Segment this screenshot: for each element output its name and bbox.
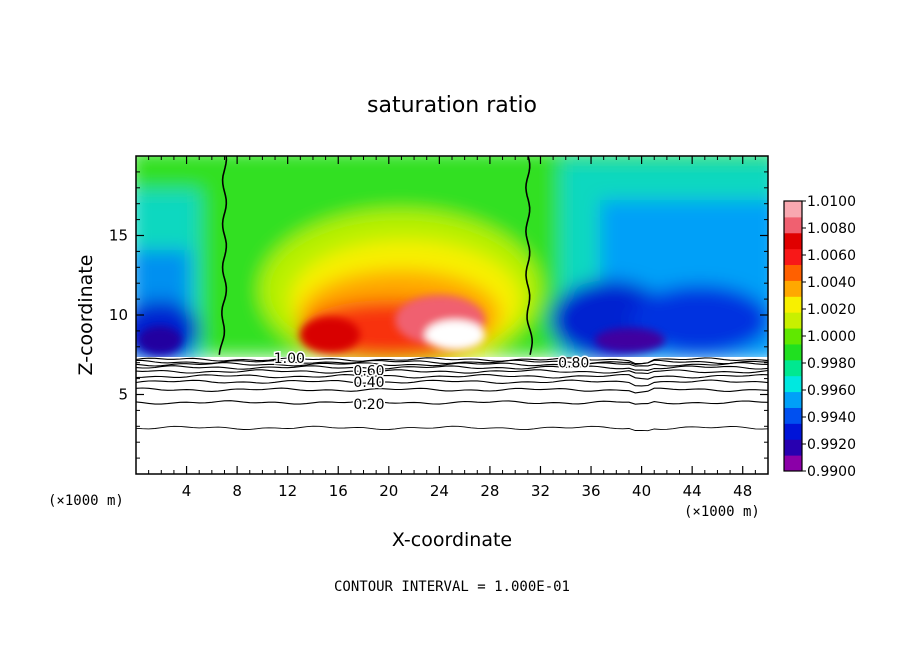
x-unit-left: (×1000 m) [48, 493, 124, 509]
x-tick-label: 20 [379, 482, 398, 500]
x-tick-label: 4 [182, 482, 192, 500]
x-tick-label: 32 [531, 482, 550, 500]
colorbar-label: 0.9920 [807, 437, 856, 453]
colorbar-swatch [784, 375, 802, 393]
saturation-field [136, 156, 768, 474]
contour-line [136, 373, 768, 380]
y-tick-label: 5 [118, 386, 128, 404]
x-tick-label: 36 [581, 482, 600, 500]
contour-line [136, 369, 768, 375]
colorbar-swatch [784, 280, 802, 297]
y-axis: 5 10 15 [109, 171, 768, 459]
colorbar-label: 1.0080 [807, 221, 856, 237]
x-tick-label: 12 [278, 482, 297, 500]
contour-label: 0.80 [558, 356, 589, 372]
colorbar-label: 1.0100 [807, 194, 856, 210]
colorbar-label: 1.0020 [807, 302, 856, 318]
y-axis-label: Z-coordinate [75, 255, 97, 376]
colorbar-label: 1.0000 [807, 329, 856, 345]
contour-line [136, 387, 768, 394]
x-axis-label: X-coordinate [392, 529, 512, 551]
contour-line [136, 400, 768, 405]
colorbar-label: 1.0040 [807, 275, 856, 291]
contour-labels: 1.00 0.80 0.600.40 0.20 [272, 349, 591, 414]
colorbar-label: 0.9960 [807, 383, 856, 399]
colorbar-swatch [784, 391, 802, 408]
contour-line [136, 365, 768, 371]
contour-label: 1.00 [274, 351, 305, 367]
x-unit-right: (×1000 m) [684, 504, 760, 520]
contour-label: 0.40 [353, 375, 384, 391]
x-tick-label: 16 [329, 482, 348, 500]
colorbar-swatch [784, 201, 802, 218]
colorbar-label: 1.0060 [807, 248, 856, 264]
contour-line [136, 425, 768, 432]
colorbar-swatch [784, 423, 802, 440]
colorbar-swatch [784, 359, 802, 377]
colorbar-swatch [784, 343, 802, 361]
contour-line-1-00 [525, 156, 534, 355]
contour-line-1-00 [218, 156, 228, 355]
colorbar-swatch [784, 232, 802, 250]
colorbar: 1.0100 1.0080 1.0060 1.0040 1.0020 1.0000 0.99… [783, 194, 856, 480]
contour-lines [136, 156, 768, 432]
colorbar-label: 0.9980 [807, 356, 856, 372]
contour-line [136, 362, 768, 367]
contour-label: 0.20 [353, 397, 384, 413]
contour-line [136, 359, 768, 365]
contour-interval-note: CONTOUR INTERVAL = 1.000E-01 [334, 579, 570, 595]
colorbar-swatch [784, 264, 802, 281]
x-tick-label: 44 [683, 482, 702, 500]
colorbar-swatch [784, 328, 802, 345]
x-axis: 4 8 12 16 20 24 28 32 36 40 44 48 [148, 156, 756, 500]
colorbar-swatch [784, 248, 802, 266]
x-tick-label: 28 [480, 482, 499, 500]
y-tick-label: 15 [109, 227, 128, 245]
colorbar-swatch [784, 455, 802, 472]
contour-label: 0.60 [353, 364, 384, 380]
colorbar-swatch [784, 439, 802, 456]
x-tick-label: 24 [430, 482, 449, 500]
colorbar-swatch [784, 312, 802, 329]
colorbar-label: 0.9940 [807, 410, 856, 426]
colorbar-swatch [784, 296, 802, 313]
x-tick-label: 40 [632, 482, 651, 500]
colorbar-swatch [784, 407, 802, 424]
contour-line [136, 379, 768, 387]
chart-title: saturation ratio [367, 93, 537, 118]
contour-line [136, 357, 768, 365]
x-tick-label: 8 [232, 482, 242, 500]
colorbar-label: 0.9900 [807, 464, 856, 480]
y-tick-label: 10 [109, 306, 128, 324]
x-tick-label: 48 [733, 482, 752, 500]
colorbar-swatch [784, 216, 802, 234]
